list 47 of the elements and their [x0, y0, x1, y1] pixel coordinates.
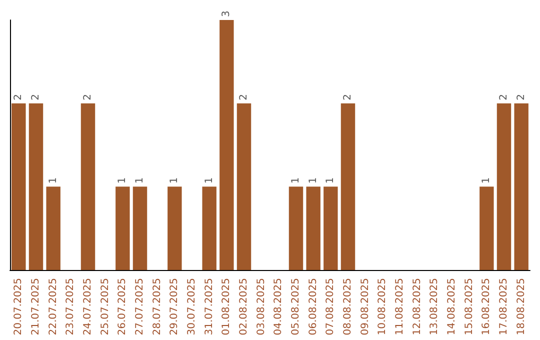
data-label: 2 — [238, 94, 250, 100]
x-tick-label: 24.07.2025 — [82, 278, 94, 336]
x-tick-label: 29.07.2025 — [169, 278, 180, 336]
x-tick-label: 06.08.2025 — [308, 278, 319, 336]
x-tick-label: 04.08.2025 — [273, 278, 284, 336]
data-label: 2 — [30, 94, 42, 100]
data-label: 1 — [308, 177, 319, 184]
x-tick-label: 30.07.2025 — [186, 278, 198, 336]
x-tick-label: 09.08.2025 — [360, 278, 371, 336]
x-tick-label: 12.08.2025 — [412, 278, 423, 336]
x-tick-label: 05.08.2025 — [290, 278, 302, 336]
x-tick-label: 02.08.2025 — [238, 278, 250, 336]
x-tick-label: 27.07.2025 — [134, 278, 146, 336]
x-tick-label: 01.08.2025 — [221, 278, 232, 336]
x-tick-label: 03.08.2025 — [256, 278, 267, 336]
x-tick-label: 25.07.2025 — [100, 278, 111, 336]
data-label: 1 — [169, 177, 180, 184]
data-label: 1 — [134, 177, 146, 184]
x-tick-label: 31.07.2025 — [204, 278, 215, 336]
x-tick-label: 21.07.2025 — [30, 278, 42, 336]
data-label: 2 — [82, 94, 94, 100]
x-tick-label: 22.07.2025 — [48, 278, 59, 336]
data-label: 1 — [481, 177, 492, 184]
data-label: 1 — [48, 177, 59, 184]
x-tick-label: 23.07.2025 — [65, 278, 76, 336]
data-label: 1 — [290, 177, 302, 184]
x-tick-label: 10.08.2025 — [377, 278, 388, 336]
data-label: 2 — [516, 94, 527, 100]
x-tick-label: 07.08.2025 — [325, 278, 336, 336]
data-label: 2 — [498, 94, 510, 100]
data-label: 1 — [325, 177, 336, 184]
data-label: 2 — [342, 94, 354, 100]
data-label: 2 — [13, 94, 24, 100]
x-tick-label: 11.08.2025 — [394, 278, 406, 336]
x-tick-label: 17.08.2025 — [498, 278, 510, 336]
data-label: 1 — [204, 177, 215, 184]
data-label: 1 — [117, 177, 128, 184]
x-tick-label: 14.08.2025 — [446, 278, 458, 336]
x-tick-label: 26.07.2025 — [117, 278, 128, 336]
x-tick-label: 16.08.2025 — [481, 278, 492, 336]
data-label: 3 — [221, 10, 232, 17]
x-tick-label: 08.08.2025 — [342, 278, 354, 336]
x-tick-label: 18.08.2025 — [516, 278, 527, 336]
x-tick-label: 13.08.2025 — [429, 278, 440, 336]
x-tick-label: 15.08.2025 — [464, 278, 475, 336]
x-tick-label: 28.07.2025 — [152, 278, 163, 336]
x-tick-label: 20.07.2025 — [13, 278, 24, 336]
